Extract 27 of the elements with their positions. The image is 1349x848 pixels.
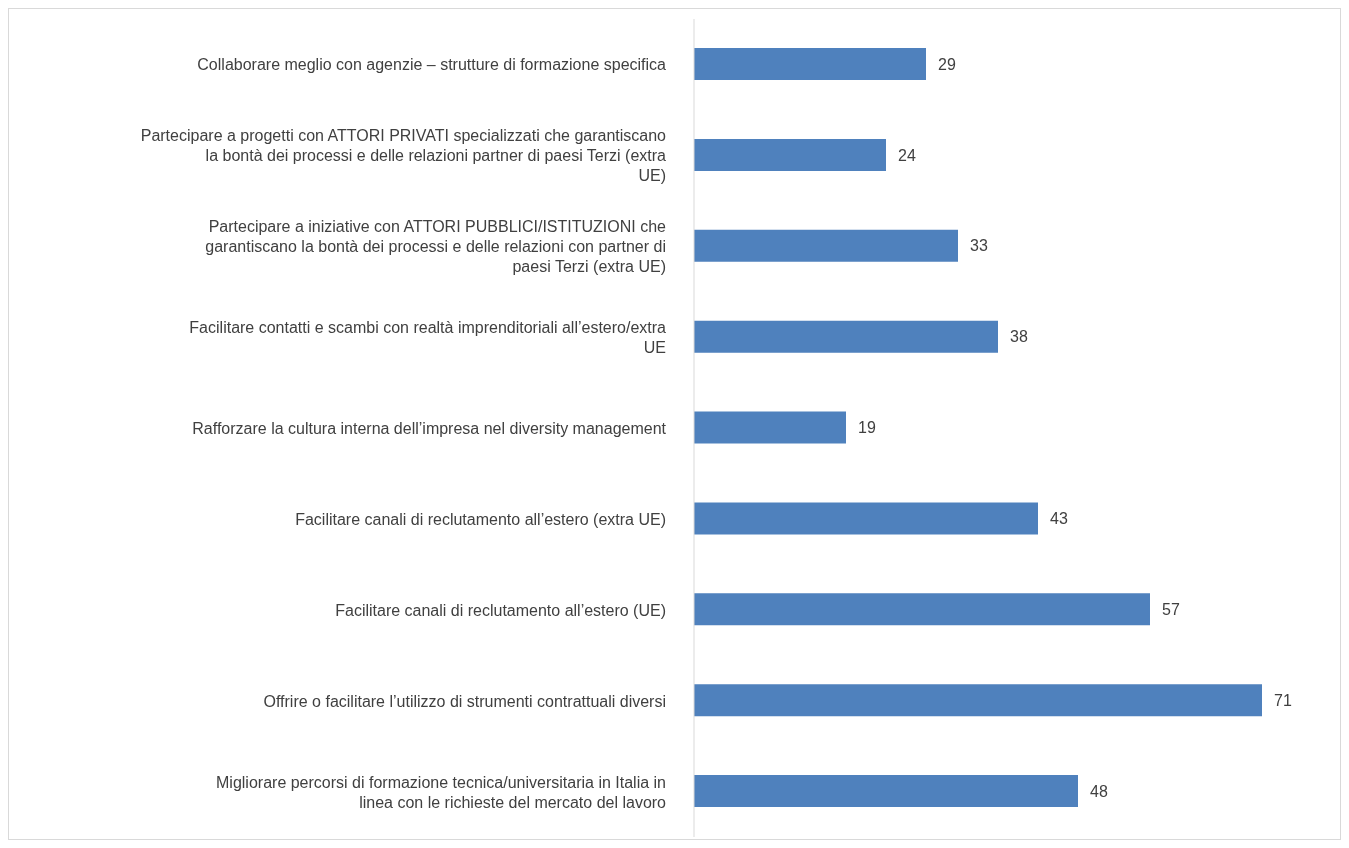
bar (694, 502, 1038, 535)
y-tick-label: Offrire o facilitare l’utilizzo di strumenti contrattuali diversi (263, 692, 666, 710)
y-tick-label: Facilitare canali di reclutamento all’estero (UE) (335, 601, 666, 619)
data-label: 24 (898, 146, 916, 164)
y-tick-label: Facilitare contatti e scambi con realtà imprenditoriali all’estero/extra UE (189, 318, 667, 356)
bar (694, 411, 846, 444)
bar (694, 320, 998, 353)
y-tick-label: Facilitare canali di reclutamento all’estero (extra UE) (295, 510, 666, 528)
bar (694, 138, 886, 171)
bar (694, 684, 1262, 717)
y-tick-label: Partecipare a progetti con ATTORI PRIVATI specializzati che garantiscano la bontà dei processi e delle relazioni partner di paesi Terzi (extra UE) (140, 126, 667, 184)
data-label: 71 (1274, 691, 1292, 709)
y-tick-label: Partecipare a iniziative con ATTORI PUBBLICI/ISTITUZIONI che garantiscano la bontà dei processi e delle relazioni con partner di paesi Terzi (extra UE) (205, 217, 667, 275)
data-label: 57 (1162, 601, 1180, 619)
bar (694, 775, 1078, 808)
y-tick-label: Collaborare meglio con agenzie – strutture di formazione specifica (197, 55, 667, 73)
data-label: 38 (1010, 328, 1028, 346)
data-label: 33 (970, 237, 988, 255)
data-label: 43 (1050, 510, 1068, 528)
y-tick-label: Migliorare percorsi di formazione tecnica/universitaria in Italia in linea con le richieste del mercato del lavoro (216, 773, 667, 811)
bar (694, 48, 926, 80)
bar (694, 229, 958, 262)
data-label: 19 (858, 419, 876, 437)
data-label: 48 (1090, 782, 1108, 800)
data-label: 29 (938, 55, 956, 73)
bar (694, 593, 1150, 626)
y-tick-label: Rafforzare la cultura interna dell’impresa nel diversity management (192, 419, 667, 437)
